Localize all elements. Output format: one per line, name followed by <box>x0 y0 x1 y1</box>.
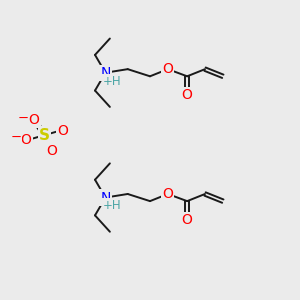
Text: −: − <box>18 112 29 125</box>
Text: O: O <box>162 187 173 201</box>
Text: O: O <box>162 62 173 76</box>
Text: O: O <box>182 213 193 227</box>
Text: +H: +H <box>103 200 121 212</box>
Text: N: N <box>100 190 111 205</box>
Text: O: O <box>182 88 193 102</box>
Text: N: N <box>100 66 111 80</box>
Text: −: − <box>11 131 22 144</box>
Text: S: S <box>39 128 50 142</box>
Text: O: O <box>46 144 57 158</box>
Text: O: O <box>58 124 68 138</box>
Text: O: O <box>21 133 32 147</box>
Text: O: O <box>28 113 40 127</box>
Text: +H: +H <box>103 74 121 88</box>
